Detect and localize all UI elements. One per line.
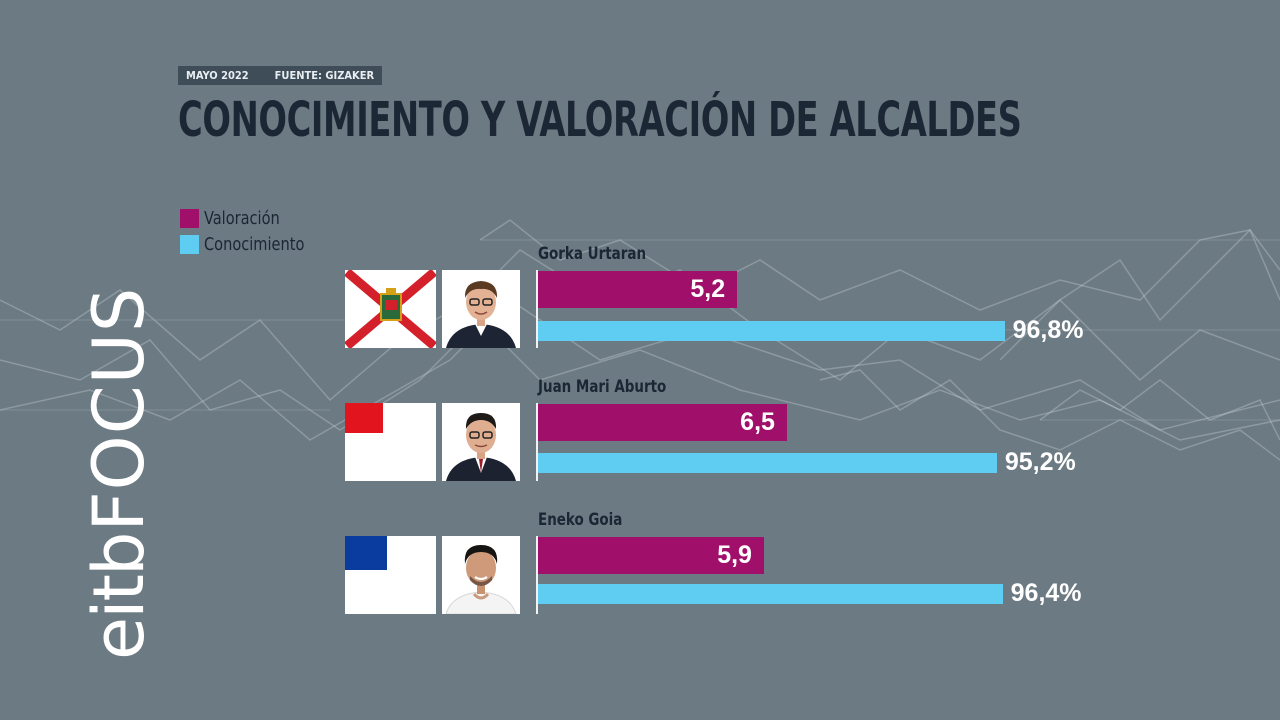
logo-focus-text: FOCUS (78, 286, 160, 532)
juan-mari-aburto-photo (442, 403, 520, 481)
valoracion-value-3: 5,9 (717, 541, 752, 569)
logo-eitb-text: eitb (78, 533, 160, 660)
conocimiento-bar-1 (538, 321, 1005, 341)
mayor-name-1: Gorka Urtaran (538, 244, 647, 264)
legend-label-valoracion: Valoración (204, 207, 280, 229)
conocimiento-value-1: 96,8% (1012, 316, 1084, 344)
eneko-goia-photo (442, 536, 520, 614)
legend-label-conocimiento: Conocimiento (204, 233, 305, 255)
source-label: FUENTE: GIZAKER (274, 69, 375, 82)
conocimiento-bar-2 (538, 453, 997, 473)
axis-line-3 (536, 536, 538, 614)
conocimiento-value-2: 95,2% (1004, 448, 1076, 476)
axis-line-2 (536, 403, 538, 481)
gorka-urtaran-photo (442, 270, 520, 348)
valoracion-value-2: 6,5 (740, 408, 775, 436)
date-source-bar: MAYO 2022 FUENTE: GIZAKER (178, 66, 383, 85)
donostia-flag-icon (345, 536, 436, 614)
legend: Valoración Conocimiento (180, 205, 316, 257)
legend-item-valoracion: Valoración (180, 205, 316, 231)
conocimiento-value-3: 96,4% (1010, 579, 1082, 607)
valoracion-bar-2: 6,5 (538, 404, 787, 441)
conocimiento-bar-3 (538, 584, 1003, 604)
date-label: MAYO 2022 (186, 69, 249, 82)
legend-swatch-conocimiento (180, 234, 199, 254)
bilbao-flag-icon (345, 403, 436, 481)
vitoria-gasteiz-flag-icon (345, 270, 436, 348)
eitb-focus-logo: eitb FOCUS (78, 287, 160, 660)
mayor-name-3: Eneko Goia (538, 510, 623, 530)
mayor-name-2: Juan Mari Aburto (538, 377, 667, 397)
chart-title: CONOCIMIENTO Y VALORACIÓN DE ALCALDES (178, 92, 1022, 148)
valoracion-bar-3: 5,9 (538, 537, 764, 574)
valoracion-bar-1: 5,2 (538, 271, 738, 308)
legend-item-conocimiento: Conocimiento (180, 231, 316, 257)
valoracion-value-1: 5,2 (690, 275, 726, 303)
legend-swatch-valoracion (180, 208, 199, 228)
axis-line-1 (536, 270, 538, 348)
